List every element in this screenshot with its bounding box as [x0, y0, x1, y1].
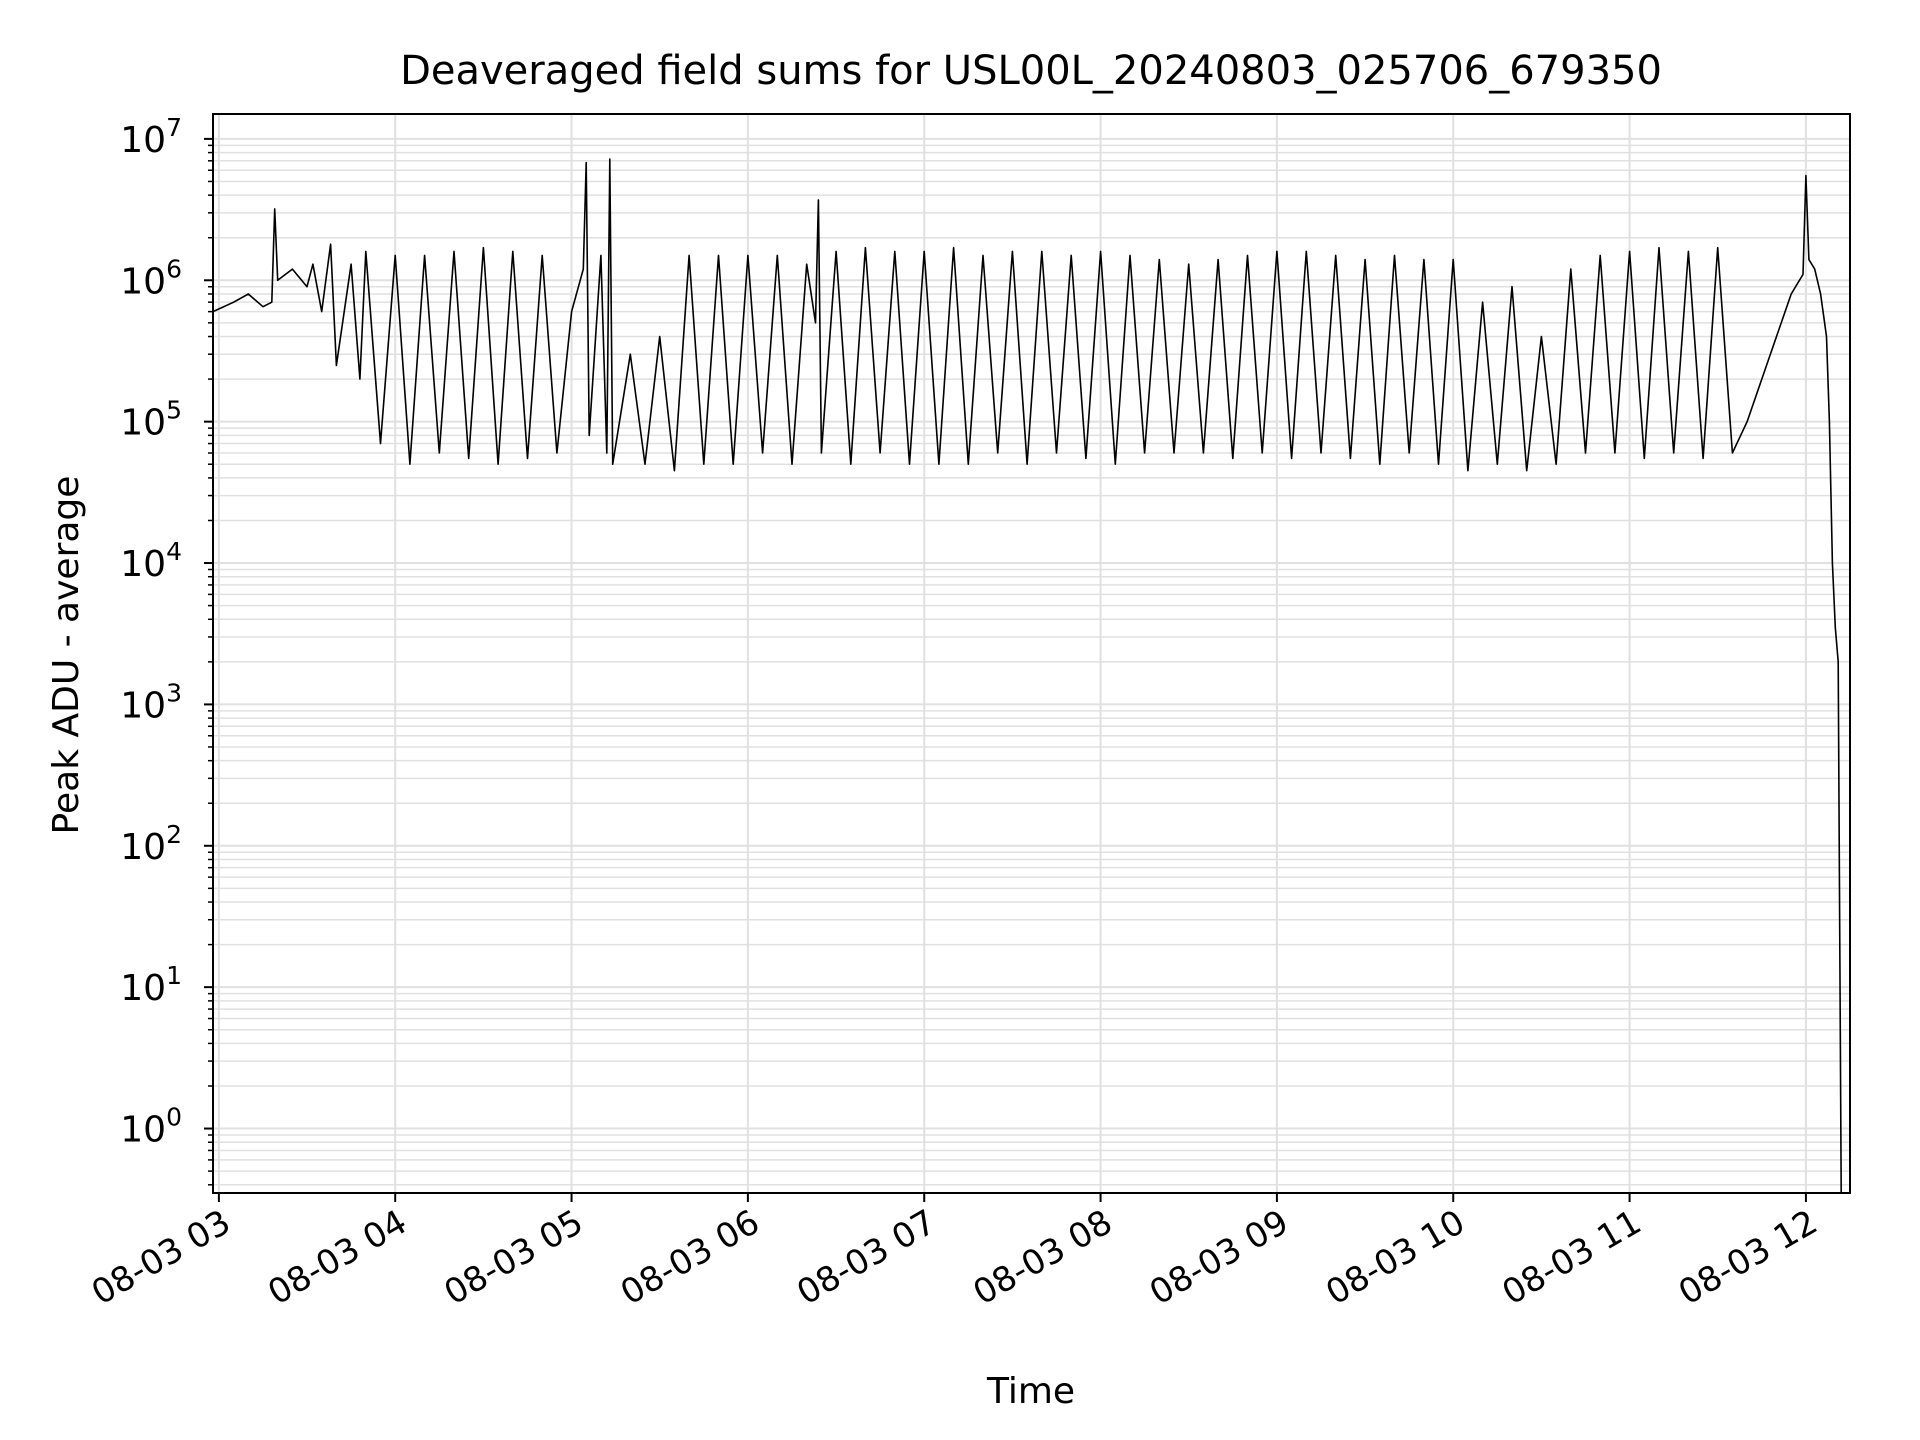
x-axis-label: Time — [986, 1371, 1075, 1412]
y-tick-label: 105 — [120, 396, 182, 444]
y-tick-label: 107 — [120, 113, 182, 161]
y-tick-label: 103 — [120, 678, 182, 726]
y-axis-label: Peak ADU - average — [46, 476, 87, 835]
series-line — [212, 158, 1842, 1194]
grid-layer — [213, 114, 1850, 1193]
y-tick-label: 100 — [120, 1103, 182, 1151]
y-tick-label: 102 — [120, 820, 182, 868]
series-layer — [212, 158, 1842, 1194]
plot-frame — [212, 113, 1851, 1194]
chart-title: Deaveraged field sums for USL00L_2024080… — [400, 48, 1662, 94]
y-tick-label: 106 — [120, 254, 182, 302]
y-tick-label: 104 — [120, 537, 182, 585]
y-tick-label: 101 — [120, 961, 182, 1009]
